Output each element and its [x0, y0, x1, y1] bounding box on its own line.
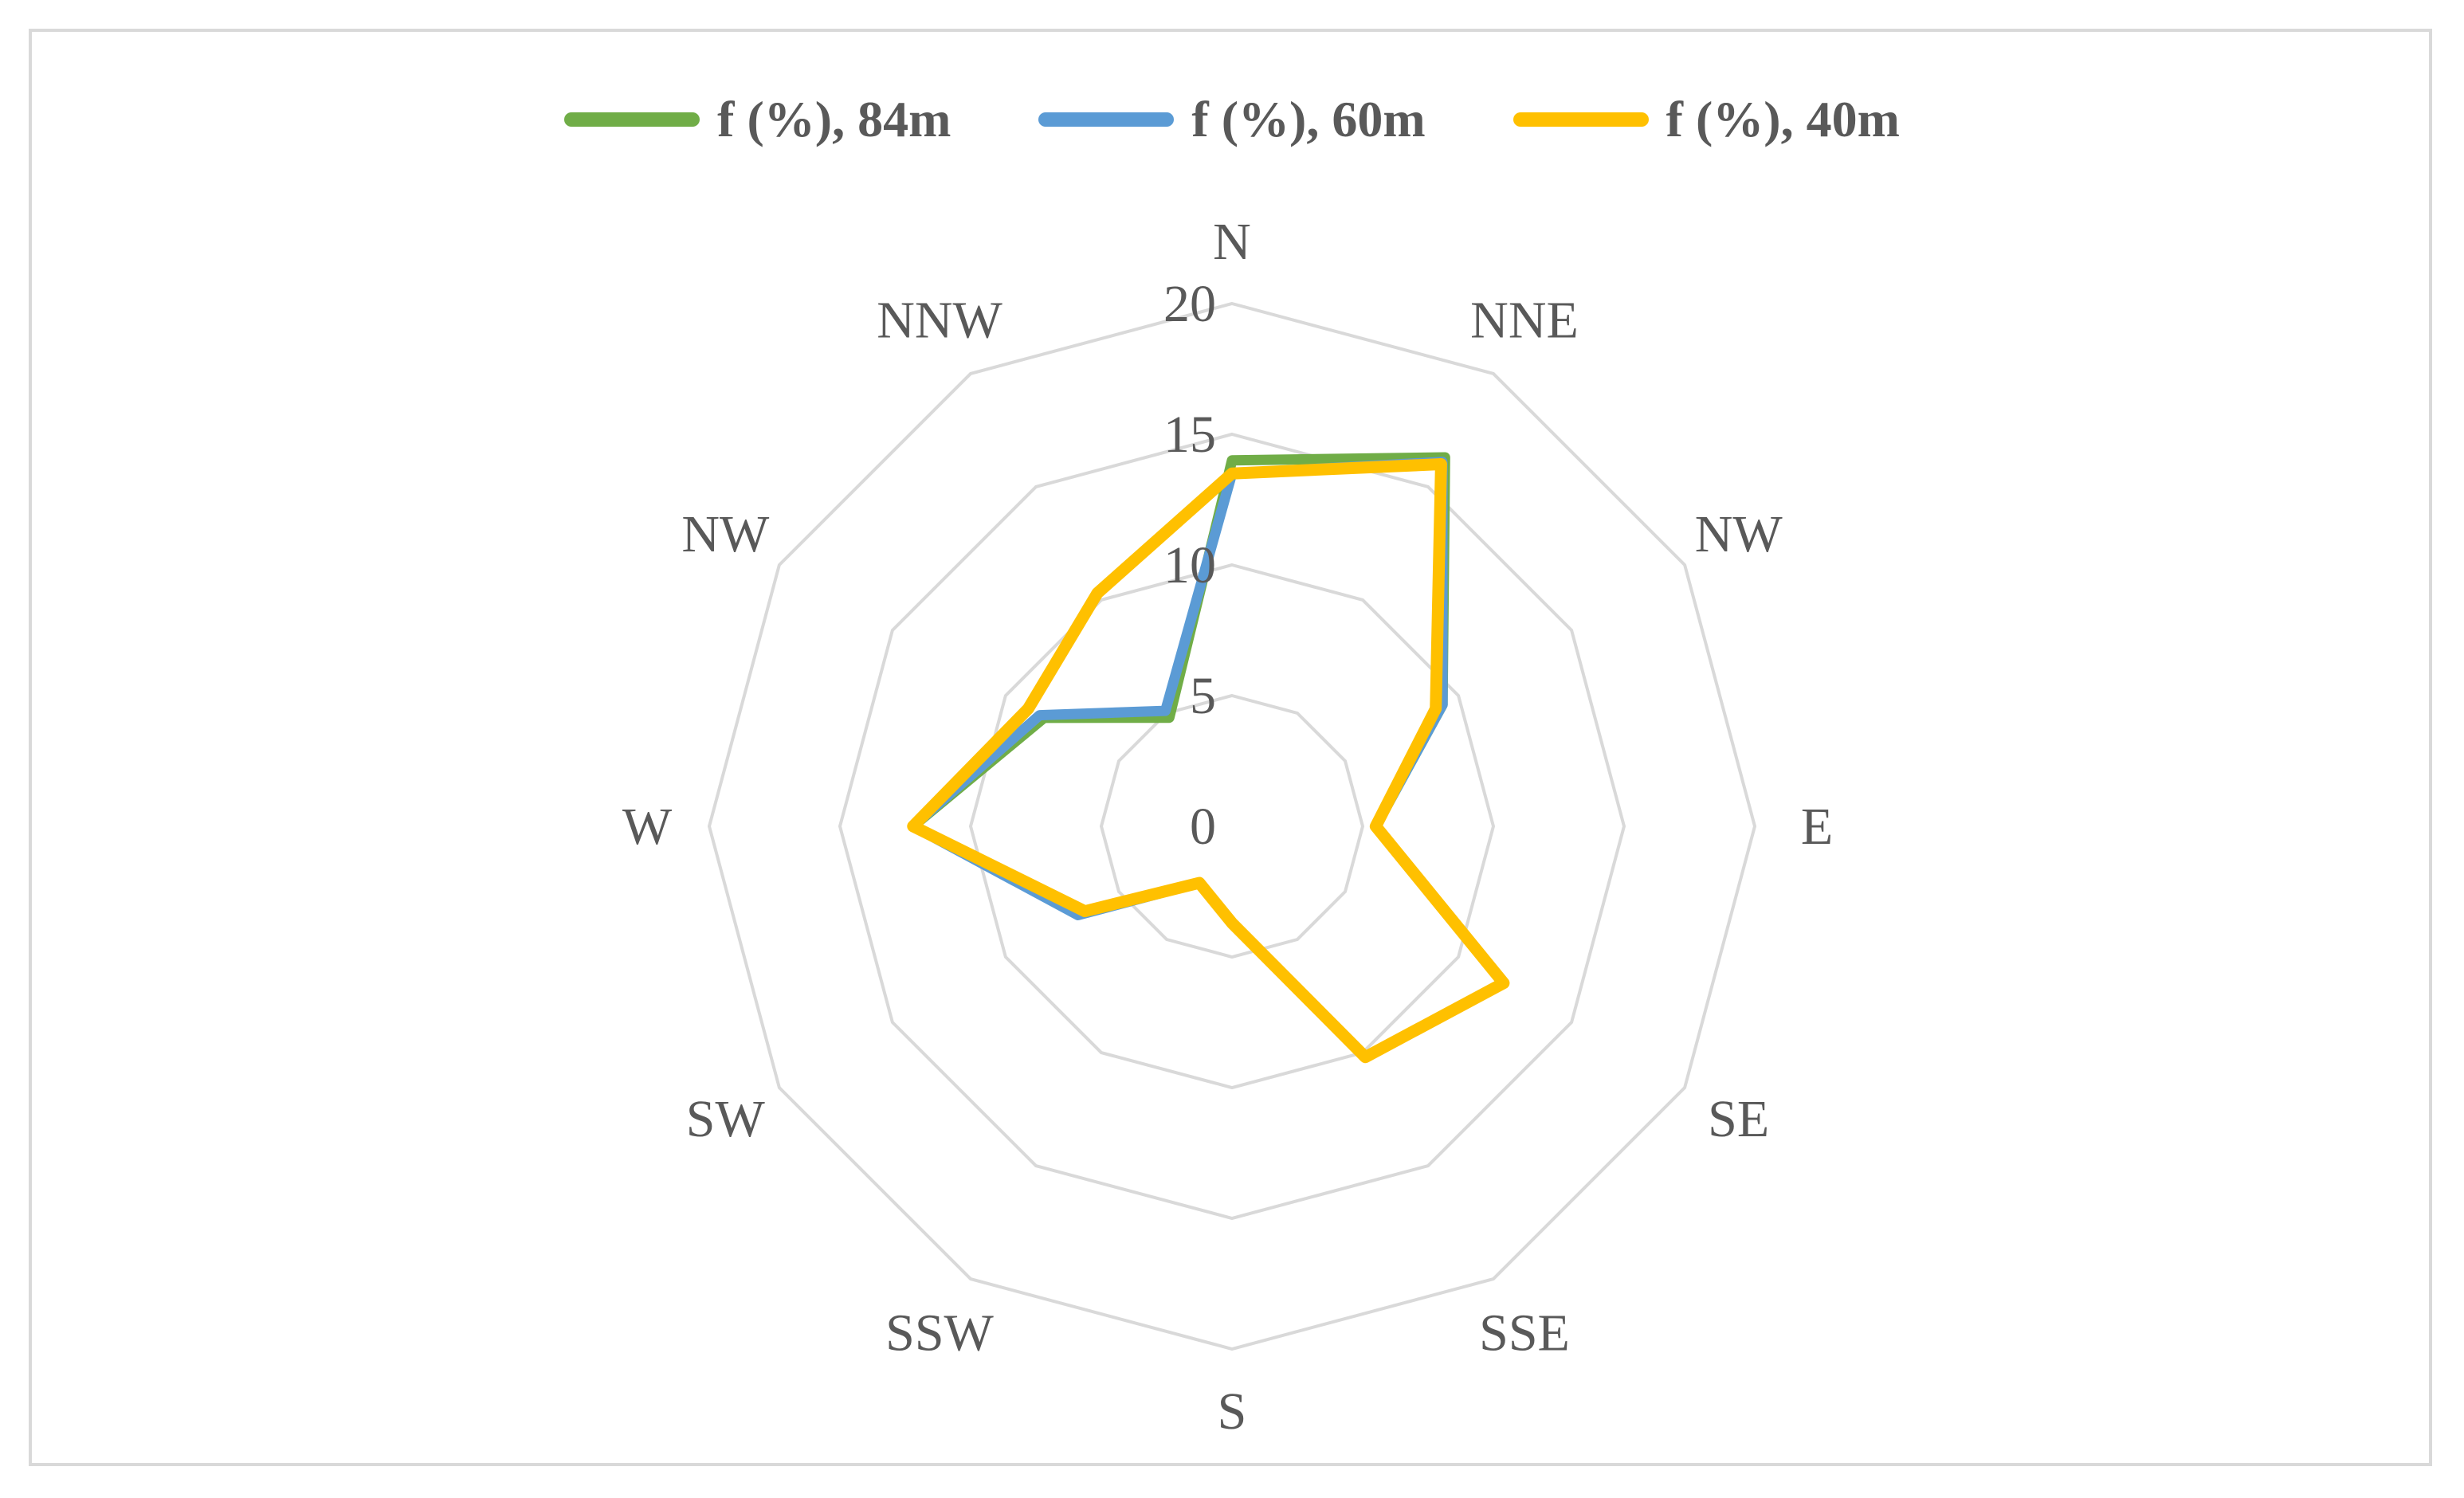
legend-item-84m: f (%), 84m	[564, 90, 951, 149]
grid-ring-15	[838, 432, 1626, 1221]
tick-label-5: 5	[1190, 667, 1216, 725]
grid-ring-20	[707, 301, 1757, 1351]
legend-swatch-40m	[1513, 112, 1649, 127]
chart-frame	[29, 29, 2432, 1466]
direction-label-1: NNE	[1470, 291, 1579, 349]
legend-label-60m: f (%), 60m	[1191, 91, 1426, 147]
legend: f (%), 84m f (%), 60m f (%), 40m	[0, 84, 2464, 155]
legend-swatch-60m	[1038, 112, 1175, 127]
legend-item-40m: f (%), 40m	[1513, 90, 1900, 149]
radar-grid	[707, 301, 1757, 1351]
direction-label-10: NW	[681, 505, 770, 563]
tick-label-15: 15	[1163, 406, 1216, 464]
direction-label-9: W	[622, 798, 673, 856]
direction-label-4: SE	[1708, 1090, 1769, 1148]
direction-label-0: N	[1213, 213, 1251, 271]
grid-ring-10	[968, 563, 1496, 1090]
legend-item-60m: f (%), 60m	[1038, 90, 1426, 149]
direction-labels: N NNE NW E SE SSE S SSW SW W NW NNW	[622, 213, 1833, 1441]
tick-label-0: 0	[1190, 798, 1216, 856]
direction-label-2: NW	[1695, 505, 1783, 563]
direction-label-11: NNW	[877, 291, 1002, 349]
direction-label-3: E	[1801, 798, 1833, 856]
direction-label-5: SSE	[1479, 1304, 1570, 1363]
legend-label-40m: f (%), 40m	[1666, 91, 1900, 147]
legend-swatch-84m	[564, 112, 700, 127]
series-line-2	[907, 458, 1510, 1064]
direction-label-6: S	[1218, 1382, 1247, 1441]
direction-label-7: SSW	[885, 1304, 994, 1363]
tick-label-10: 10	[1163, 536, 1216, 594]
radial-tick-labels: 0 5 10 15 20	[1163, 275, 1216, 856]
grid-ring-5	[1099, 693, 1365, 959]
radar-series	[907, 452, 1510, 1064]
legend-label-84m: f (%), 84m	[717, 91, 951, 147]
direction-label-8: SW	[686, 1090, 766, 1148]
tick-label-20: 20	[1163, 275, 1216, 333]
